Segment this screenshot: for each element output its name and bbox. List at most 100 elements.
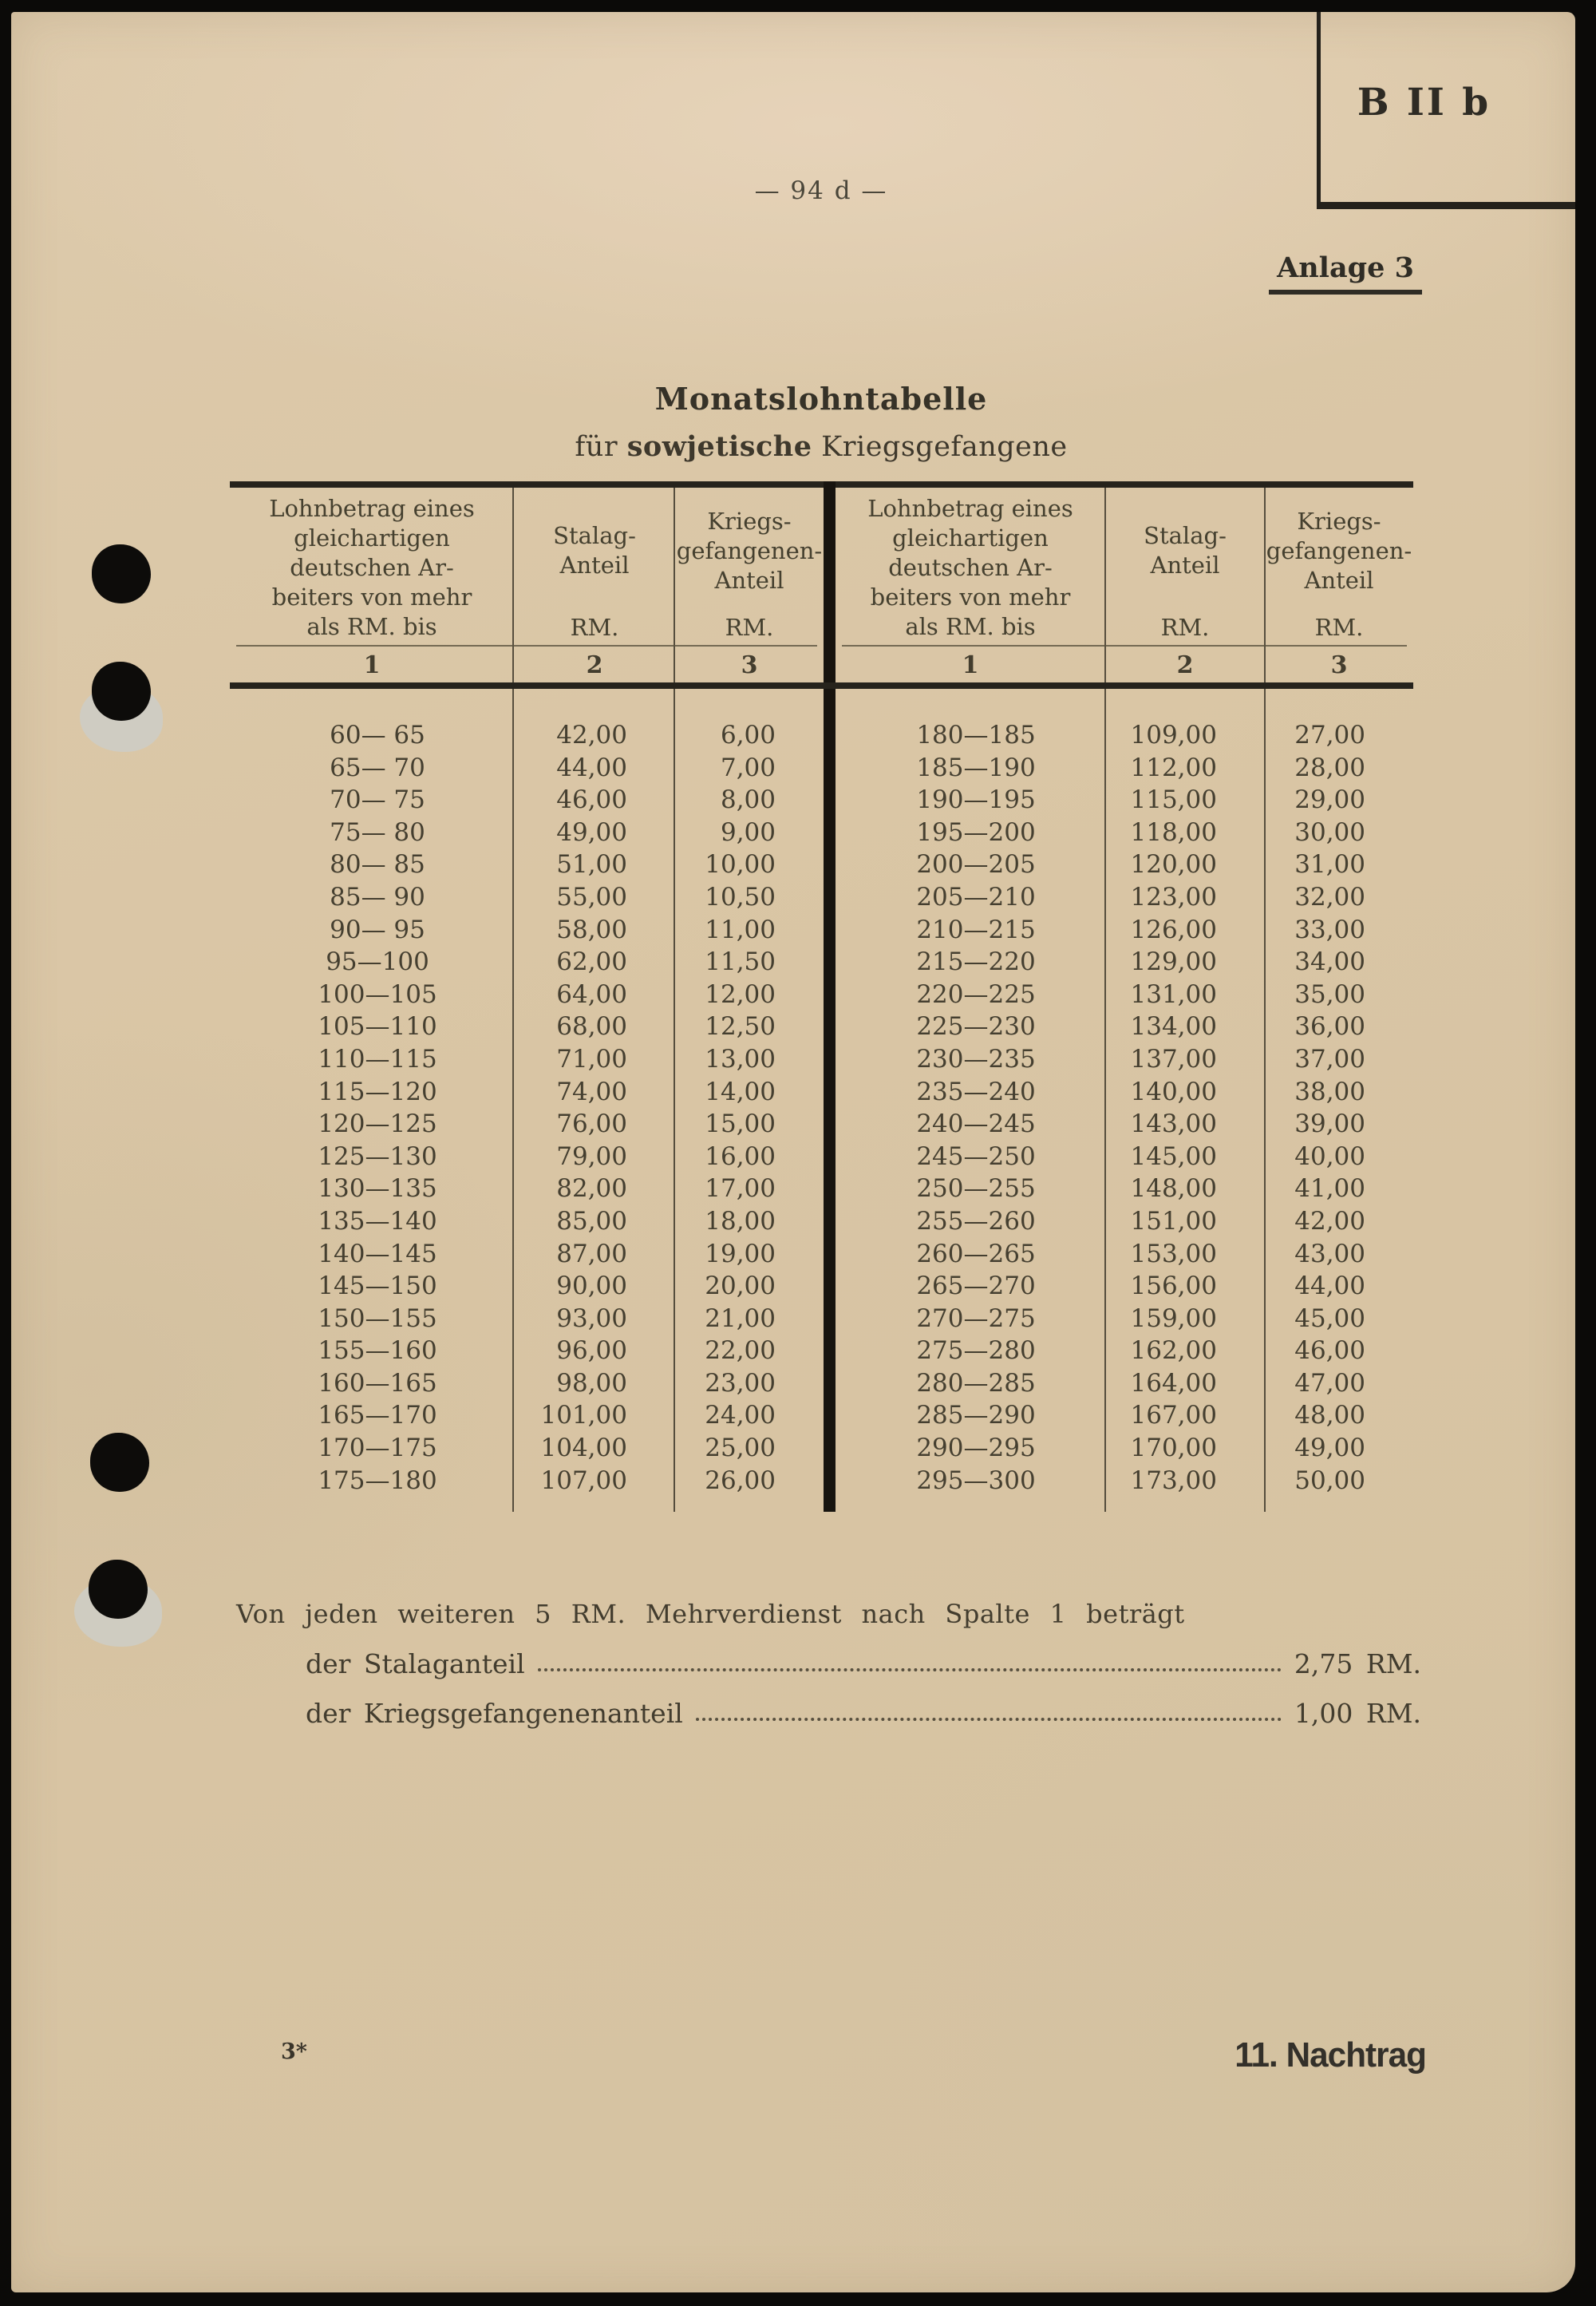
table-row: 245—250 145,00 40,00 bbox=[836, 1141, 1413, 1173]
pow-share-cell: 33,00 bbox=[1294, 915, 1365, 944]
table-row: 125—130 79,00 16,00 bbox=[230, 1141, 824, 1173]
table-row: 255—260 151,00 42,00 bbox=[836, 1205, 1413, 1238]
dot-leader bbox=[537, 1667, 1282, 1671]
table-row: 205—210 123,00 32,00 bbox=[836, 881, 1413, 914]
pow-share-cell: 6,00 bbox=[720, 721, 776, 750]
table-row: 105—110 68,00 12,50 bbox=[230, 1011, 824, 1043]
column-number: 2 bbox=[1176, 651, 1194, 679]
header-wage-range: Lohnbetrag eines gleichartigen deutschen… bbox=[269, 495, 475, 640]
table-row: 135—140 85,00 18,00 bbox=[230, 1205, 824, 1238]
wage-range-cell: 190—195 bbox=[916, 785, 1036, 815]
table-row: 150—155 93,00 21,00 bbox=[230, 1303, 824, 1335]
table-row: 260—265 153,00 43,00 bbox=[836, 1238, 1413, 1271]
table-row: 240—245 143,00 39,00 bbox=[836, 1108, 1413, 1141]
stalag-share-cell: 107,00 bbox=[540, 1465, 627, 1495]
table-row: 130—135 82,00 17,00 bbox=[230, 1173, 824, 1205]
stalag-share-cell: 134,00 bbox=[1130, 1012, 1217, 1042]
wage-range-cell: 275—280 bbox=[916, 1336, 1036, 1366]
wage-range-cell: 60— 65 bbox=[330, 721, 425, 750]
column-number: 1 bbox=[363, 651, 381, 679]
stalag-share-cell: 42,00 bbox=[556, 721, 627, 750]
stalag-share-cell: 167,00 bbox=[1130, 1401, 1217, 1430]
pow-share-cell: 29,00 bbox=[1294, 785, 1365, 815]
table-row: 175—180 107,00 26,00 bbox=[230, 1465, 824, 1497]
pow-share-cell: 49,00 bbox=[1294, 1434, 1365, 1463]
table-row: 190—195 115,00 29,00 bbox=[836, 784, 1413, 817]
stalag-share-cell: 131,00 bbox=[1130, 979, 1217, 1009]
stalag-share-cell: 93,00 bbox=[556, 1303, 627, 1333]
header-thin-rule bbox=[236, 645, 817, 647]
table-row: 95—100 62,00 11,50 bbox=[230, 946, 824, 979]
pow-share-cell: 20,00 bbox=[705, 1272, 776, 1301]
wage-range-cell: 195—200 bbox=[916, 817, 1036, 847]
wage-range-cell: 280—285 bbox=[916, 1368, 1036, 1398]
subtitle-prefix: für bbox=[575, 431, 627, 463]
wage-range-cell: 210—215 bbox=[916, 915, 1036, 944]
table-row: 290—295 170,00 49,00 bbox=[836, 1432, 1413, 1465]
wage-range-cell: 150—155 bbox=[318, 1303, 437, 1333]
stalag-share-cell: 112,00 bbox=[1130, 753, 1217, 782]
pow-share-cell: 14,00 bbox=[705, 1077, 776, 1106]
stalag-share-cell: 170,00 bbox=[1130, 1434, 1217, 1463]
header-stalag-share: Stalag- Anteil RM. bbox=[514, 489, 675, 644]
pow-share-cell: 24,00 bbox=[705, 1401, 776, 1430]
pow-share-cell: 10,50 bbox=[705, 882, 776, 912]
wage-range-cell: 240—245 bbox=[916, 1109, 1036, 1139]
header-stalag-share: Stalag- Anteil RM. bbox=[1105, 489, 1265, 644]
pow-share-cell: 40,00 bbox=[1294, 1141, 1365, 1171]
wage-range-cell: 135—140 bbox=[318, 1206, 437, 1236]
wage-range-cell: 85— 90 bbox=[330, 882, 425, 912]
pow-share-cell: 50,00 bbox=[1294, 1465, 1365, 1495]
pow-share-cell: 48,00 bbox=[1294, 1401, 1365, 1430]
pow-share-cell: 26,00 bbox=[705, 1465, 776, 1495]
wage-table-left-half: Lohnbetrag eines gleichartigen deutschen… bbox=[230, 481, 824, 1512]
pow-share-cell: 10,00 bbox=[705, 850, 776, 880]
header-pow-share: Kriegs- gefangenen- Anteil RM. bbox=[675, 489, 824, 644]
dot-leader bbox=[695, 1717, 1282, 1721]
wage-range-cell: 255—260 bbox=[916, 1206, 1036, 1236]
table-header: Lohnbetrag eines gleichartigen deutschen… bbox=[230, 489, 824, 644]
table-row: 265—270 156,00 44,00 bbox=[836, 1270, 1413, 1303]
header-pow-share: Kriegs- gefangenen- Anteil RM. bbox=[1265, 489, 1413, 644]
pow-share-cell: 27,00 bbox=[1294, 721, 1365, 750]
sheet-signature-mark: 3* bbox=[281, 2039, 307, 2064]
unit-label: RM. bbox=[570, 614, 619, 641]
stalag-share-cell: 51,00 bbox=[556, 850, 627, 880]
pow-share-cell: 42,00 bbox=[1294, 1206, 1365, 1236]
pow-share-cell: 47,00 bbox=[1294, 1368, 1365, 1398]
wage-range-cell: 165—170 bbox=[318, 1401, 437, 1430]
table-header: Lohnbetrag eines gleichartigen deutschen… bbox=[836, 489, 1413, 644]
pow-share-cell: 16,00 bbox=[705, 1141, 776, 1171]
pow-share-cell: 21,00 bbox=[705, 1303, 776, 1333]
pow-share-cell: 25,00 bbox=[705, 1434, 776, 1463]
stalag-share-cell: 173,00 bbox=[1130, 1465, 1217, 1495]
column-number-row: 1 2 3 bbox=[836, 649, 1413, 681]
pow-share-cell: 28,00 bbox=[1294, 753, 1365, 782]
stalag-share-cell: 55,00 bbox=[556, 882, 627, 912]
wage-range-cell: 155—160 bbox=[318, 1336, 437, 1366]
footer-item-pow: der Kriegsgefangenenanteil 1,00 RM. bbox=[306, 1698, 1421, 1729]
footer-item-value: 2,75 RM. bbox=[1294, 1648, 1421, 1679]
pow-share-cell: 8,00 bbox=[720, 785, 776, 815]
pow-share-cell: 44,00 bbox=[1294, 1272, 1365, 1301]
stalag-share-cell: 153,00 bbox=[1130, 1239, 1217, 1268]
wage-range-cell: 160—165 bbox=[318, 1368, 437, 1398]
stalag-share-cell: 126,00 bbox=[1130, 915, 1217, 944]
footer-note: Von jeden weiteren 5 RM. Mehrverdienst n… bbox=[236, 1599, 1185, 1629]
subtitle-suffix: Kriegsgefangene bbox=[812, 431, 1068, 463]
stalag-share-cell: 159,00 bbox=[1130, 1303, 1217, 1333]
stalag-share-cell: 115,00 bbox=[1130, 785, 1217, 815]
wage-range-cell: 95—100 bbox=[326, 947, 429, 977]
pow-share-cell: 7,00 bbox=[720, 753, 776, 782]
pow-share-cell: 45,00 bbox=[1294, 1303, 1365, 1333]
pow-share-cell: 12,00 bbox=[705, 979, 776, 1009]
column-divider bbox=[1264, 488, 1266, 1512]
wage-range-cell: 285—290 bbox=[916, 1401, 1036, 1430]
annex-label: Anlage 3 bbox=[1269, 251, 1422, 295]
stalag-share-cell: 137,00 bbox=[1130, 1044, 1217, 1074]
wage-range-cell: 115—120 bbox=[318, 1077, 437, 1106]
table-row: 225—230 134,00 36,00 bbox=[836, 1011, 1413, 1043]
stalag-share-cell: 143,00 bbox=[1130, 1109, 1217, 1139]
stalag-share-cell: 74,00 bbox=[556, 1077, 627, 1106]
stalag-share-cell: 96,00 bbox=[556, 1336, 627, 1366]
